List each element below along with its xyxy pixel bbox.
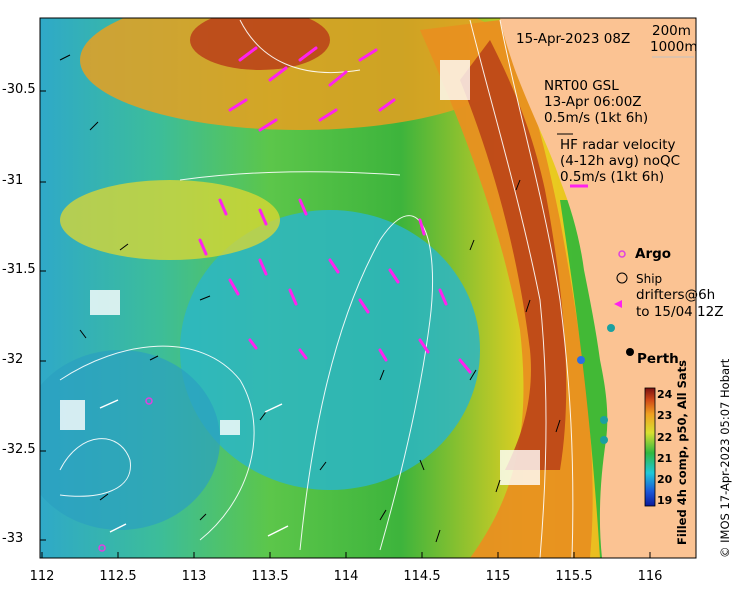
colorbar-tick-label: 23 bbox=[657, 409, 673, 422]
bathymetry-contours bbox=[59, 19, 574, 558]
model-time: 13-Apr 06:00Z bbox=[544, 94, 642, 110]
colorbar-tick-label: 21 bbox=[657, 452, 673, 465]
coastal-station bbox=[600, 436, 608, 444]
model-label: NRT00 GSL bbox=[544, 78, 619, 94]
ssh-contour bbox=[59, 345, 255, 541]
yellow-band bbox=[60, 180, 280, 260]
y-tick-label: -31.5 bbox=[2, 262, 36, 277]
y-tick-label: -30.5 bbox=[2, 82, 36, 97]
credit-label: © IMOS 17-Apr-2023 05:07 Hobart bbox=[718, 358, 732, 558]
contour-1000m-label: 1000m bbox=[650, 39, 698, 55]
colorbar-label: Filled 4h comp, p50, All Sats bbox=[675, 360, 689, 545]
contour-1000m bbox=[469, 19, 547, 558]
warm-water-north bbox=[80, 18, 520, 130]
model-velocity-arrows bbox=[59, 54, 561, 543]
perth-marker bbox=[626, 348, 634, 356]
ssh-contour bbox=[59, 438, 131, 497]
y-tick-label: -32.5 bbox=[2, 442, 36, 457]
colorbar bbox=[644, 387, 656, 507]
cool-water-west bbox=[40, 350, 220, 530]
cloud-patch bbox=[500, 450, 540, 485]
axis-ticks bbox=[40, 90, 651, 558]
coastal-station bbox=[577, 356, 585, 364]
argo-legend-label: Argo bbox=[635, 246, 672, 262]
ship-legend-icon bbox=[616, 272, 628, 284]
x-tick-label: 113.5 bbox=[251, 569, 289, 584]
x-tick-label: 115.5 bbox=[555, 569, 593, 584]
colorbar-tick-label: 19 bbox=[657, 494, 673, 507]
contour-200m-label: 200m bbox=[652, 23, 691, 39]
legend-symbols bbox=[557, 56, 694, 356]
coastal-station bbox=[600, 416, 608, 424]
ssh-contour bbox=[179, 171, 401, 181]
y-tick-label: -31 bbox=[2, 173, 24, 188]
leeuwin-core bbox=[460, 40, 567, 470]
radar-avg-label: (4-12h avg) noQC bbox=[560, 153, 681, 169]
coastal-station bbox=[607, 324, 615, 332]
colorbar-tick-label: 24 bbox=[657, 388, 673, 401]
ssh-contour bbox=[239, 19, 361, 74]
x-tick-label: 113 bbox=[181, 569, 207, 584]
drifter-legend-icon bbox=[614, 300, 622, 308]
colorbar-tick-label: 22 bbox=[657, 431, 673, 444]
radar-scale-label: 0.5m/s (1kt 6h) bbox=[560, 169, 665, 185]
argo-float-marker bbox=[145, 397, 153, 405]
x-tick-label: 114.5 bbox=[403, 569, 441, 584]
x-tick-label: 112.5 bbox=[99, 569, 137, 584]
radar-title: HF radar velocity bbox=[560, 137, 676, 153]
cool-eddy-core bbox=[180, 210, 480, 490]
map-frame bbox=[39, 17, 697, 559]
cloud-patch bbox=[440, 60, 470, 100]
warm-current-north bbox=[190, 18, 330, 70]
y-tick-label: -33 bbox=[2, 531, 24, 546]
perth-label: Perth bbox=[637, 351, 679, 367]
x-tick-label: 116 bbox=[637, 569, 663, 584]
argo-legend-icon bbox=[618, 250, 626, 258]
contour-200m bbox=[499, 19, 574, 558]
model-scale-label: 0.5m/s (1kt 6h) bbox=[544, 110, 649, 126]
radar-velocity-arrows bbox=[198, 46, 472, 374]
x-tick-label: 115 bbox=[485, 569, 511, 584]
drifters-until-label: to 15/04 12Z bbox=[636, 304, 724, 320]
x-tick-label: 114 bbox=[333, 569, 359, 584]
cloud-patch bbox=[220, 420, 240, 435]
ship-legend-label: Ship bbox=[636, 272, 663, 286]
cloud-patch bbox=[90, 290, 120, 315]
drifters-legend-label: drifters@6h bbox=[636, 287, 716, 303]
x-tick-label: 112 bbox=[29, 569, 55, 584]
drifter-tracks bbox=[99, 399, 289, 537]
cloud-patch bbox=[60, 400, 85, 430]
ssh-contour bbox=[299, 215, 433, 551]
colorbar-tick-label: 20 bbox=[657, 473, 673, 486]
y-tick-label: -32 bbox=[2, 352, 24, 367]
argo-float-marker bbox=[98, 544, 106, 552]
timestamp-label: 15-Apr-2023 08Z bbox=[516, 31, 631, 47]
